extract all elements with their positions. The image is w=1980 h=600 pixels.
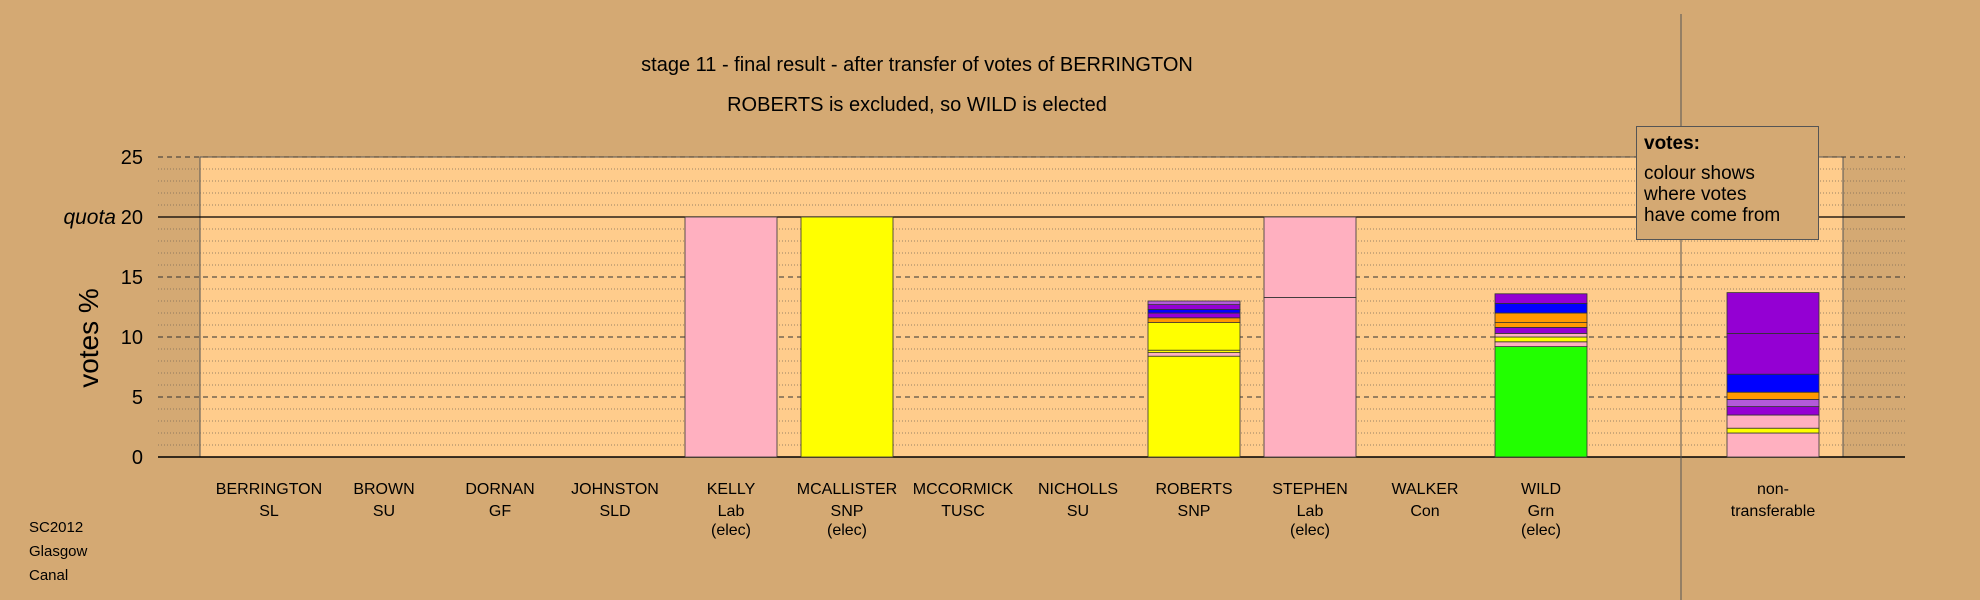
candidate-name-label: NICHOLLS bbox=[1038, 481, 1118, 498]
bar-segment-roberts bbox=[1147, 312, 1241, 319]
bar-segment-nontransferable bbox=[1726, 391, 1820, 400]
bar-segment-roberts bbox=[1147, 308, 1241, 314]
bar-segment-stephen bbox=[1263, 296, 1357, 458]
candidate-name-label: BROWN bbox=[353, 481, 414, 498]
legend-line-1: colour shows bbox=[1644, 163, 1755, 184]
candidate-name-label: MCCORMICK bbox=[913, 481, 1014, 498]
candidate-party-label: Lab bbox=[718, 503, 745, 520]
candidate-name-label: MCALLISTER bbox=[797, 481, 897, 498]
bar-segment-nontransferable bbox=[1726, 406, 1820, 416]
legend-line-3: have come from bbox=[1644, 205, 1781, 226]
nontransferable-label: transferable bbox=[1731, 503, 1816, 520]
candidate-party-label: Grn bbox=[1528, 503, 1555, 520]
y-tick-label: 20 bbox=[121, 207, 143, 229]
y-tick-label: 15 bbox=[121, 267, 143, 289]
footer-line-1: SC2012 bbox=[29, 519, 84, 536]
bar-segment-wild bbox=[1494, 302, 1588, 314]
candidate-party-label: GF bbox=[489, 503, 511, 520]
candidate-party-label: SNP bbox=[831, 503, 864, 520]
bar-segment-roberts bbox=[1147, 317, 1241, 323]
bar-segment-mcallister bbox=[800, 216, 894, 458]
candidate-status-label: (elec) bbox=[711, 522, 751, 539]
bar-segment-nontransferable bbox=[1726, 398, 1820, 407]
candidate-name-label: WALKER bbox=[1392, 481, 1459, 498]
bar-segment-nontransferable bbox=[1726, 414, 1820, 429]
candidate-party-label: TUSC bbox=[941, 503, 985, 520]
bar-segment-wild bbox=[1494, 341, 1588, 347]
bar-segment-stephen bbox=[1263, 216, 1357, 298]
candidate-status-label: (elec) bbox=[1290, 522, 1330, 539]
candidate-party-label: SU bbox=[373, 503, 395, 520]
candidate-party-label: SLD bbox=[599, 503, 630, 520]
bar-segment-wild bbox=[1494, 326, 1588, 334]
y-axis-label: votes % bbox=[73, 288, 104, 388]
y-tick-label: 25 bbox=[121, 147, 143, 169]
bar-segment-wild bbox=[1494, 293, 1588, 304]
bar-segment-nontransferable bbox=[1726, 427, 1820, 434]
bar-segment-roberts bbox=[1147, 304, 1241, 310]
candidate-status-label: (elec) bbox=[827, 522, 867, 539]
chart-subtitle: ROBERTS is excluded, so WILD is elected bbox=[727, 94, 1107, 116]
candidate-party-label: Con bbox=[1410, 503, 1439, 520]
y-tick-label: 5 bbox=[132, 387, 143, 409]
legend-title: votes: bbox=[1644, 133, 1700, 154]
bar-segment-roberts bbox=[1147, 322, 1241, 351]
bar-segment-kelly bbox=[684, 216, 778, 458]
candidate-name-label: STEPHEN bbox=[1272, 481, 1348, 498]
nontransferable-label: non- bbox=[1757, 481, 1789, 498]
quota-label: quota bbox=[63, 206, 116, 229]
candidate-name-label: DORNAN bbox=[465, 481, 534, 498]
bar-segment-nontransferable bbox=[1726, 332, 1820, 375]
candidate-name-label: KELLY bbox=[707, 481, 756, 498]
bar-segment-wild bbox=[1494, 322, 1588, 328]
chart-title: stage 11 - final result - after transfer… bbox=[641, 54, 1193, 76]
bar-segment-wild bbox=[1494, 336, 1588, 343]
candidate-name-label: ROBERTS bbox=[1155, 481, 1232, 498]
bar-segment-nontransferable bbox=[1726, 292, 1820, 334]
footer-label: SC2012 Glasgow Canal bbox=[29, 516, 87, 588]
legend-box: votes: colour shows where votes have com… bbox=[1636, 126, 1819, 240]
candidate-name-label: BERRINGTON bbox=[216, 481, 322, 498]
footer-line-2: Glasgow bbox=[29, 543, 88, 560]
bar-segment-wild bbox=[1494, 312, 1588, 324]
bar-segment-wild bbox=[1494, 332, 1588, 338]
y-tick-label: 10 bbox=[121, 327, 143, 349]
candidate-name-label: JOHNSTON bbox=[571, 481, 659, 498]
footer-line-3: Canal bbox=[29, 567, 69, 584]
y-tick-label: 0 bbox=[132, 447, 143, 469]
bar-segment-roberts bbox=[1147, 300, 1241, 305]
candidate-status-label: (elec) bbox=[1521, 522, 1561, 539]
bar-segment-roberts bbox=[1147, 352, 1241, 357]
candidate-name-label: WILD bbox=[1521, 481, 1561, 498]
bar-segment-nontransferable bbox=[1726, 432, 1820, 458]
candidate-party-label: Lab bbox=[1297, 503, 1324, 520]
bar-segment-wild bbox=[1494, 346, 1588, 458]
legend-line-2: where votes bbox=[1644, 184, 1747, 205]
bar-segment-roberts bbox=[1147, 355, 1241, 458]
candidate-party-label: SL bbox=[259, 503, 279, 520]
bar-segment-nontransferable bbox=[1726, 373, 1820, 393]
candidate-party-label: SU bbox=[1067, 503, 1089, 520]
candidate-party-label: SNP bbox=[1178, 503, 1211, 520]
plot-area bbox=[199, 156, 1844, 458]
